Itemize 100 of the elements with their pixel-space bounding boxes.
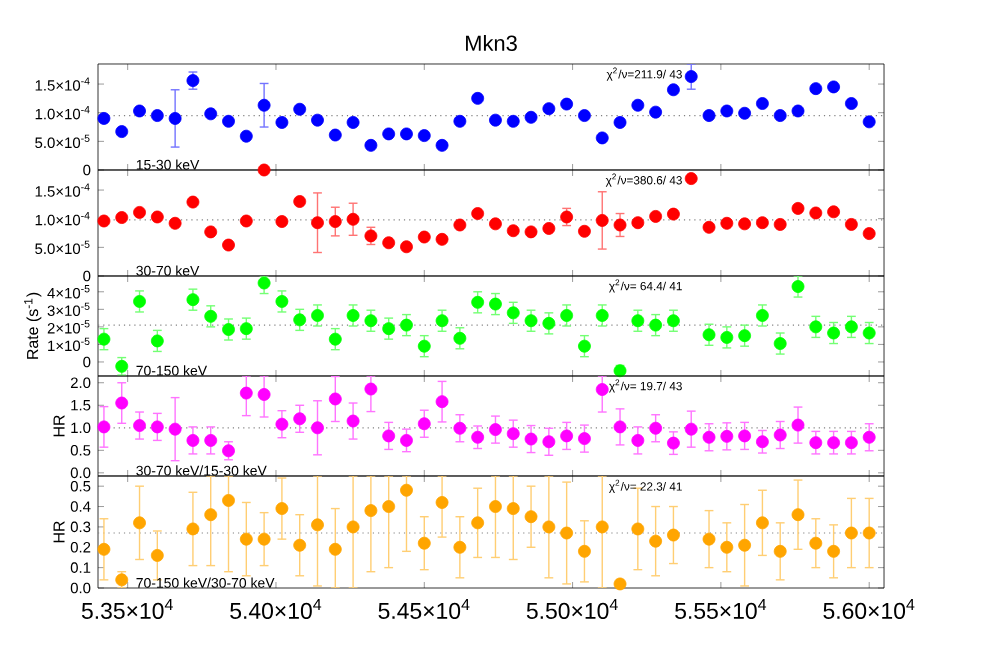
point [417, 339, 431, 353]
point [471, 430, 485, 444]
point [684, 70, 698, 83]
point [809, 436, 823, 450]
point [97, 214, 111, 228]
point [435, 138, 449, 152]
point [471, 207, 485, 220]
point [827, 205, 840, 219]
point [649, 534, 663, 548]
point [257, 388, 271, 401]
point [97, 542, 111, 556]
point [773, 544, 787, 558]
point [275, 502, 289, 515]
point [506, 306, 520, 320]
point [400, 318, 413, 332]
point [844, 218, 858, 231]
point [542, 102, 556, 116]
point [862, 326, 876, 340]
point [702, 220, 716, 234]
point [364, 138, 378, 152]
point [97, 112, 111, 125]
point [791, 104, 805, 118]
point [720, 429, 734, 443]
point [578, 224, 591, 238]
point [115, 211, 129, 224]
point [560, 309, 574, 322]
point [239, 386, 253, 400]
point [667, 528, 680, 542]
point [133, 419, 146, 432]
point [275, 417, 289, 431]
point [489, 500, 502, 513]
point [328, 332, 342, 346]
point [97, 332, 111, 346]
point [204, 434, 218, 447]
point [204, 508, 218, 522]
point [489, 423, 502, 436]
point [293, 102, 307, 116]
point [595, 520, 609, 534]
point [293, 412, 307, 426]
point [168, 216, 182, 230]
point [204, 225, 218, 239]
point [400, 127, 413, 141]
point [667, 83, 680, 97]
point [720, 216, 734, 230]
point [293, 313, 307, 327]
point [773, 428, 787, 442]
point [791, 201, 805, 215]
point [578, 109, 591, 122]
point [400, 240, 413, 254]
point [738, 217, 752, 231]
point [257, 98, 271, 112]
point [435, 314, 449, 328]
point [453, 218, 467, 232]
point [400, 434, 413, 447]
point [311, 421, 324, 435]
point [756, 97, 769, 110]
point [328, 128, 342, 142]
point [453, 421, 467, 435]
point [756, 216, 769, 230]
point [595, 383, 609, 396]
point [222, 114, 235, 128]
point [791, 280, 805, 293]
point [791, 508, 805, 522]
point [346, 116, 360, 129]
point [578, 544, 591, 558]
point [738, 429, 752, 443]
point [560, 526, 574, 540]
point [186, 522, 200, 536]
point [613, 577, 627, 591]
point [133, 205, 146, 219]
point [222, 323, 235, 336]
point [809, 206, 823, 220]
point [809, 320, 823, 334]
point [346, 414, 360, 428]
point [417, 129, 431, 143]
point [417, 417, 431, 431]
point [702, 328, 716, 342]
point [382, 500, 396, 513]
point [773, 109, 787, 122]
point [133, 104, 146, 118]
point [382, 322, 396, 336]
point [827, 326, 840, 340]
x-tick-label: 5.40×10$^{4}$ [230, 599, 322, 619]
point [844, 526, 858, 540]
point [524, 225, 538, 239]
point [115, 125, 129, 138]
point [471, 91, 485, 105]
point [239, 532, 253, 546]
chart-title: Mkn3 [466, 34, 517, 51]
point [115, 359, 129, 373]
point [738, 538, 752, 552]
x-tick-label: 5.45×10$^{4}$ [378, 599, 470, 619]
point [222, 494, 235, 507]
point [684, 422, 698, 436]
point [435, 232, 449, 246]
point [239, 322, 253, 336]
point [560, 97, 574, 111]
point [239, 129, 253, 143]
point [186, 434, 200, 447]
point [150, 109, 164, 122]
